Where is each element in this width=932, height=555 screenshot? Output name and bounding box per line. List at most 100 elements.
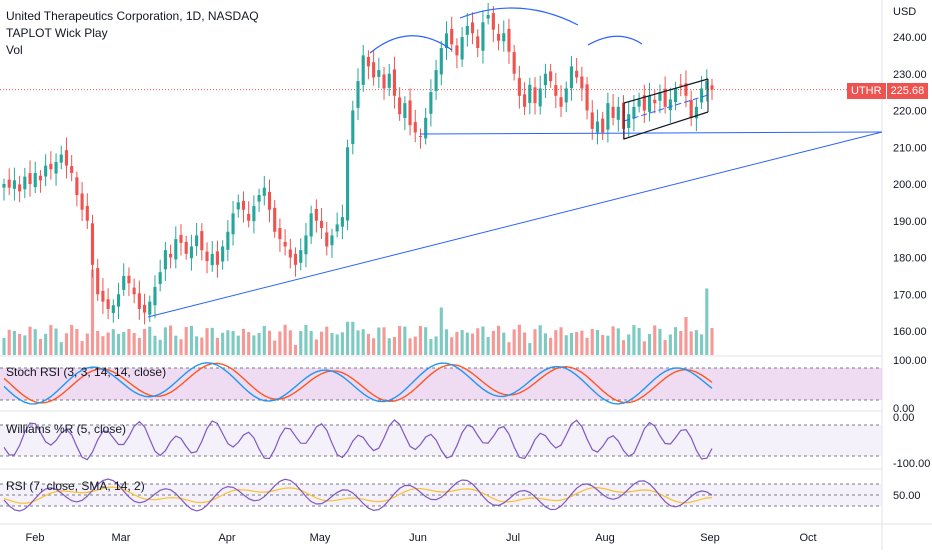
stoch-k-line — [3, 361, 713, 405]
candle-body — [127, 275, 131, 284]
volume-bar — [689, 331, 693, 355]
volume-bar — [398, 326, 402, 355]
volume-bar — [507, 342, 511, 355]
candle-body — [434, 70, 438, 91]
candle-body — [450, 28, 454, 45]
volume-bar — [663, 340, 667, 355]
volume-bar — [252, 335, 256, 355]
volume-bar — [127, 329, 131, 355]
volume-bar — [710, 328, 714, 355]
candle-body — [54, 161, 58, 174]
volume-bar — [554, 330, 558, 355]
candle-body — [174, 239, 178, 260]
price-tick-label: 210.00 — [893, 142, 927, 154]
volume-bar — [267, 330, 272, 355]
candle-body — [632, 106, 636, 119]
candle-body — [668, 99, 672, 111]
candle-body — [33, 172, 37, 188]
volume-bar — [559, 327, 563, 355]
volume-bar — [424, 327, 428, 355]
volume-bar — [325, 326, 329, 355]
candle-body — [236, 202, 240, 210]
candle-body — [564, 88, 568, 103]
candle-body — [538, 88, 542, 107]
candle-body — [663, 88, 667, 107]
candle-body — [132, 287, 136, 295]
volume-bar — [59, 342, 63, 355]
candle-body — [554, 85, 558, 96]
time-tick-label: Apr — [218, 532, 235, 544]
volume-bar — [189, 325, 193, 355]
time-tick-label: Sep — [700, 532, 720, 544]
williams-r-label[interactable]: Williams %R (5, close) — [6, 422, 127, 436]
candle-body — [340, 217, 344, 227]
candle-body — [606, 103, 610, 130]
volume-bar — [637, 327, 641, 355]
volume-bar — [413, 336, 417, 355]
candle-body — [241, 200, 246, 210]
candle-body — [595, 121, 600, 133]
volume-bar — [137, 337, 141, 355]
stoch-tick-label: 100.00 — [893, 355, 927, 367]
time-tick-label: Jul — [506, 532, 520, 544]
volume-bar — [330, 332, 334, 355]
volume-bar — [335, 334, 339, 355]
candle-body — [575, 70, 579, 78]
price-tick-label: 160.00 — [893, 326, 927, 338]
volume-bar — [184, 327, 188, 355]
volume-bar — [564, 335, 568, 355]
last-price-symbol: UTHR — [847, 83, 886, 99]
candle-body — [169, 253, 173, 258]
candle-body — [267, 191, 272, 210]
channel-lower — [623, 111, 709, 140]
stoch-rsi-label[interactable]: Stoch RSI (3, 3, 14, 14, close) — [6, 365, 167, 379]
last-price-value: 225.68 — [886, 83, 929, 99]
volume-bar — [2, 337, 6, 355]
candle-body — [179, 234, 183, 243]
candle-body — [361, 55, 365, 85]
volume-bar — [496, 325, 501, 355]
candle-body — [710, 85, 714, 90]
volume-bar — [205, 328, 209, 355]
volume-bar — [538, 325, 542, 355]
volume-bar — [673, 327, 678, 355]
volume-bar — [314, 339, 318, 355]
candle-body — [512, 52, 516, 74]
volume-bar — [575, 332, 579, 355]
volume-bar — [621, 340, 626, 355]
candle-body — [137, 293, 141, 309]
candle-body — [679, 84, 683, 86]
candle-body — [116, 294, 121, 307]
candle-body — [543, 73, 547, 86]
volume-bar — [122, 332, 126, 355]
candle-body — [642, 95, 646, 111]
last-price-badge: UTHR 225.68 — [847, 83, 929, 99]
candle-body — [424, 117, 428, 139]
candle-body — [658, 92, 662, 101]
candle-body — [49, 163, 53, 170]
candle-body — [189, 246, 193, 259]
volume-bar — [153, 335, 157, 355]
candle-body — [455, 45, 459, 56]
rsi-label[interactable]: RSI (7, close, SMA, 14, 2) — [6, 479, 145, 493]
candle-body — [398, 97, 402, 115]
volume-bar — [346, 321, 350, 355]
time-tick-label: Oct — [799, 532, 816, 544]
williams-tick-label: -100.00 — [893, 458, 930, 470]
volume-bar — [590, 329, 594, 355]
indicator-vol[interactable]: Vol — [6, 43, 23, 57]
price-tick-label: 200.00 — [893, 179, 927, 191]
volume-bar — [319, 331, 324, 355]
volume-bar — [226, 330, 230, 355]
candle-body — [319, 220, 324, 229]
candle-body — [314, 209, 318, 221]
volume-bar — [231, 331, 235, 355]
volume-bar — [49, 325, 53, 355]
price-tick-label: 170.00 — [893, 289, 927, 301]
candle-body — [439, 48, 443, 75]
volume-bar — [174, 335, 178, 355]
candle-body — [80, 193, 84, 210]
indicator-taplot[interactable]: TAPLOT Wick Play — [6, 26, 108, 40]
candle-body — [23, 176, 27, 190]
